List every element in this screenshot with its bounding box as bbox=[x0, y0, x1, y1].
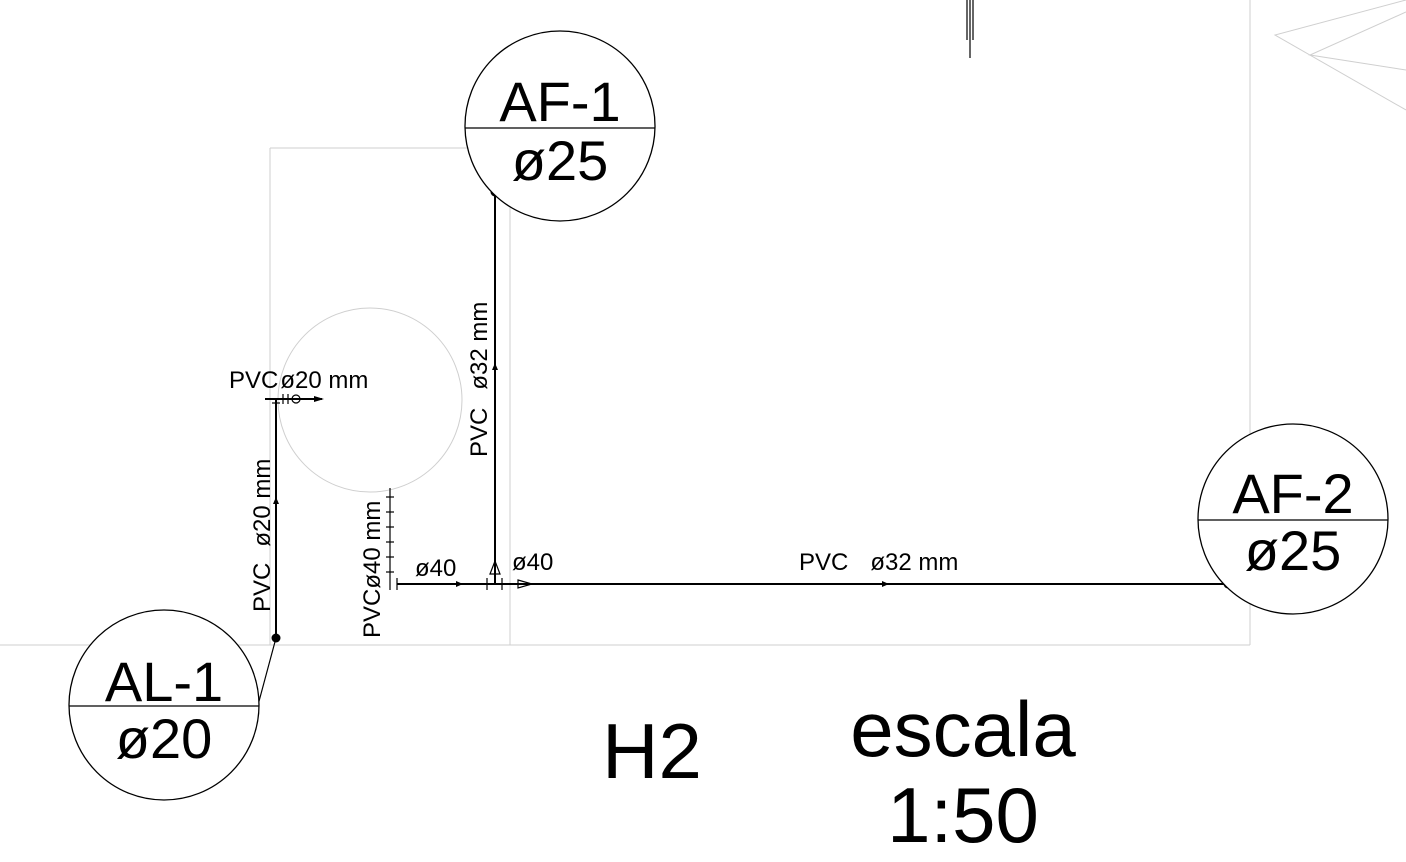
tee-ticks bbox=[272, 394, 503, 590]
tee-left-arrow bbox=[456, 581, 463, 587]
svg-text:PVCø32 mm: PVC ø32 mm bbox=[466, 302, 493, 457]
tag-af2-diameter: ø25 bbox=[1245, 519, 1342, 582]
tag-af1: AF-1 ø25 bbox=[464, 30, 656, 222]
al-riser-size-label: ø20 mm bbox=[249, 459, 276, 547]
tag-af2-name: AF-2 bbox=[1232, 462, 1353, 525]
al-riser-material-label: PVC bbox=[249, 563, 276, 612]
tee-left-size-label: ø40 bbox=[415, 555, 456, 582]
tag-af1-diameter: ø25 bbox=[512, 129, 609, 192]
scale-value: 1:50 bbox=[887, 771, 1039, 859]
svg-text:PVCø20 mm: PVCø20 mm bbox=[229, 367, 368, 394]
af1-riser-material-label: PVC bbox=[466, 408, 493, 457]
main-run-size-label: ø32 mm bbox=[870, 549, 958, 576]
pipe-labels: PVCø20 mm PVCø20 mm PVCø32 mm PVCø40 mm … bbox=[229, 302, 958, 638]
tag-al1: AL-1 ø20 bbox=[68, 609, 260, 801]
pipe-network bbox=[257, 187, 1233, 706]
north-marker bbox=[966, 0, 974, 58]
tag-af1-name: AF-1 bbox=[499, 70, 620, 133]
tag-al1-diameter: ø20 bbox=[116, 707, 213, 770]
main-riser-ticks bbox=[386, 496, 394, 573]
main-riser-material-label: PVC bbox=[359, 589, 386, 638]
af1-riser-arrow bbox=[489, 559, 501, 575]
svg-text:PVCø20 mm: PVC ø20 mm bbox=[249, 459, 276, 612]
title-block: H2 escala 1:50 bbox=[602, 685, 1076, 859]
al1-branch-arrow bbox=[314, 396, 324, 402]
background-outlines bbox=[0, 0, 1406, 646]
al-branch-size-label: ø20 mm bbox=[280, 367, 368, 394]
tag-af2: AF-2 ø25 bbox=[1197, 423, 1389, 615]
svg-text:PVCø32 mm: PVC ø32 mm bbox=[799, 549, 958, 576]
main-run-arrow bbox=[517, 579, 535, 589]
al-branch-material-label: PVC bbox=[229, 367, 278, 394]
scale-word: escala bbox=[850, 685, 1076, 773]
main-riser-size-label: ø40 mm bbox=[359, 501, 386, 589]
main-mid-arrow bbox=[882, 581, 889, 587]
af1-mid-arrow bbox=[492, 363, 498, 370]
al1-riser-arrow bbox=[273, 497, 279, 504]
tag-al1-name: AL-1 bbox=[105, 650, 223, 713]
main-run-material-label: PVC bbox=[799, 549, 848, 576]
svg-text:PVCø40 mm: PVCø40 mm bbox=[359, 501, 386, 638]
drawing-title: H2 bbox=[602, 707, 702, 795]
tee-right-size-label: ø40 bbox=[512, 549, 553, 576]
al1-endpoint bbox=[271, 633, 281, 643]
al1-leader bbox=[257, 637, 277, 706]
af1-riser-size-label: ø32 mm bbox=[466, 302, 493, 390]
al1-branch-fitting bbox=[291, 394, 301, 404]
